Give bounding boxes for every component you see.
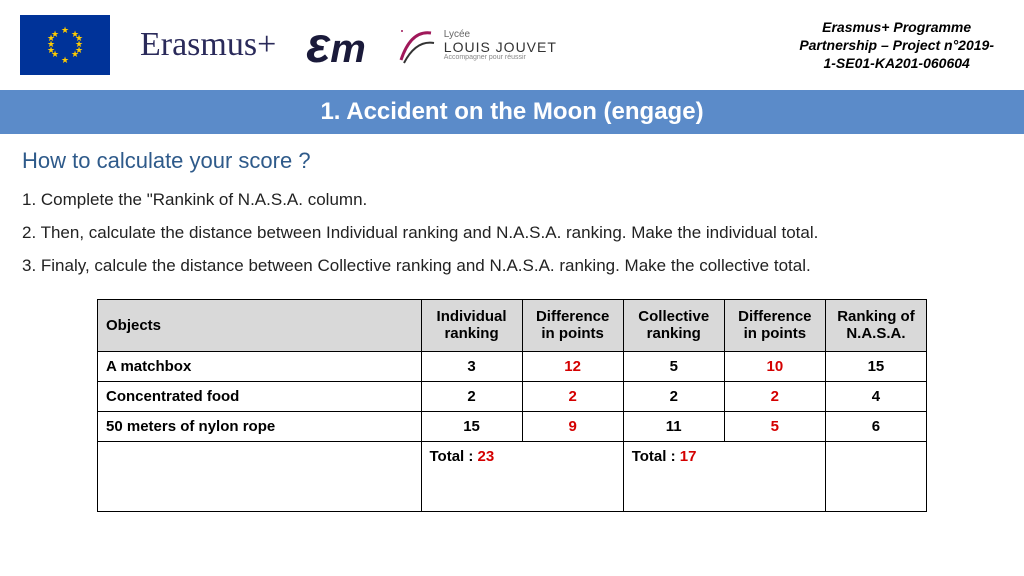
ranking-table: Objects Individual ranking Difference in… [97,299,927,512]
cell-total-coll: Total : 17 [623,441,825,511]
cell-object: Concentrated food [98,381,422,411]
cell-total-ind: Total : 23 [421,441,623,511]
col-nasa: Ranking of N.A.S.A. [825,299,926,351]
jouvet-name-label: LOUIS JOUVET [444,40,557,54]
cell-ind: 3 [421,351,522,381]
cell-ind: 15 [421,411,522,441]
cell-coll: 5 [623,351,724,381]
cell-ind: 2 [421,381,522,411]
col-diff2: Difference in points [724,299,825,351]
cell-object: 50 meters of nylon rope [98,411,422,441]
project-line1: Erasmus+ Programme [799,18,994,36]
eu-flag-icon: ★★ ★★ ★★ ★★ ★★ ★★ [20,15,110,75]
cell-diff1: 2 [522,381,623,411]
header-bar: ★★ ★★ ★★ ★★ ★★ ★★ Erasmus+ εm Lycée LOUI… [0,0,1024,90]
step-1: 1. Complete the "Rankink of N.A.S.A. col… [22,186,1002,215]
page-title: 1. Accident on the Moon (engage) [0,90,1024,134]
content-area: How to calculate your score ? 1. Complet… [0,134,1024,526]
cell-diff2: 2 [724,381,825,411]
cell-diff2: 5 [724,411,825,441]
erasmus-logo-text: Erasmus+ [140,26,276,64]
col-individual: Individual ranking [421,299,522,351]
cell-object: A matchbox [98,351,422,381]
table-row: 50 meters of nylon rope1591156 [98,411,927,441]
col-objects: Objects [98,299,422,351]
project-info: Erasmus+ Programme Partnership – Project… [799,18,1004,73]
jouvet-logo: Lycée LOUIS JOUVET Accompagner pour réus… [396,25,557,65]
jouvet-lycee-label: Lycée [444,30,557,40]
instruction-steps: 1. Complete the "Rankink of N.A.S.A. col… [22,186,1002,281]
cell-empty [98,441,422,511]
step-2: 2. Then, calculate the distance between … [22,219,1002,248]
cell-diff1: 9 [522,411,623,441]
table-row: A matchbox31251015 [98,351,927,381]
cell-coll: 2 [623,381,724,411]
project-line2: Partnership – Project n°2019- [799,36,994,54]
em-logo-icon: εm [306,16,366,74]
table-row: Concentrated food22224 [98,381,927,411]
table-total-row: Total : 23Total : 17 [98,441,927,511]
jouvet-tagline-label: Accompagner pour réussir [444,54,557,61]
cell-nasa: 6 [825,411,926,441]
col-diff1: Difference in points [522,299,623,351]
cell-nasa: 15 [825,351,926,381]
table-header-row: Objects Individual ranking Difference in… [98,299,927,351]
cell-empty [825,441,926,511]
cell-diff1: 12 [522,351,623,381]
cell-coll: 11 [623,411,724,441]
step-3: 3. Finaly, calcule the distance between … [22,252,1002,281]
subtitle: How to calculate your score ? [22,148,1002,174]
project-line3: 1-SE01-KA201-060604 [799,54,994,72]
cell-nasa: 4 [825,381,926,411]
col-collective: Collective ranking [623,299,724,351]
cell-diff2: 10 [724,351,825,381]
